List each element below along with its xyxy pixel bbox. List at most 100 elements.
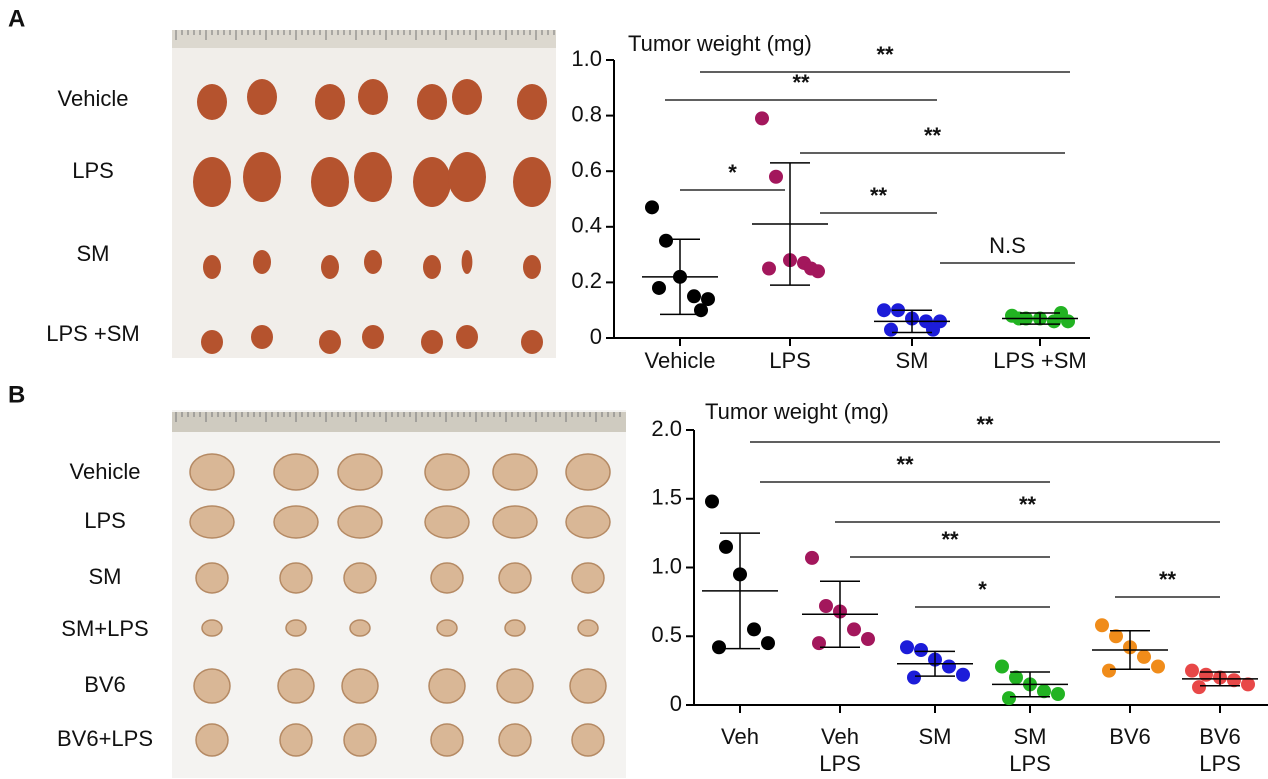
dot bbox=[1241, 677, 1255, 692]
chart-title: Tumor weight (mg) bbox=[705, 399, 889, 424]
dot bbox=[995, 659, 1009, 674]
dot bbox=[719, 539, 733, 554]
row-label: LPS +SM bbox=[46, 321, 140, 346]
tumor bbox=[354, 152, 392, 202]
x-tick-label: BV6 bbox=[1109, 724, 1151, 749]
tumor bbox=[571, 723, 605, 757]
tumor bbox=[565, 453, 611, 491]
tumor bbox=[203, 255, 221, 279]
y-tick-label: 0.6 bbox=[571, 157, 602, 182]
tumor bbox=[337, 505, 383, 539]
tumor bbox=[195, 723, 229, 757]
dot bbox=[1185, 663, 1199, 678]
tumor bbox=[492, 453, 538, 491]
y-tick-label: 0.5 bbox=[651, 622, 682, 647]
tumor bbox=[273, 453, 319, 491]
x-tick-label: Vehicle bbox=[645, 348, 716, 373]
significance-label: * bbox=[728, 160, 737, 185]
dot bbox=[755, 111, 769, 126]
tumor bbox=[424, 453, 470, 491]
row-label: BV6 bbox=[84, 672, 126, 697]
x-tick-label: LPS bbox=[769, 348, 811, 373]
x-tick-label: SM bbox=[919, 724, 952, 749]
dot bbox=[1102, 663, 1116, 678]
dot bbox=[907, 670, 921, 685]
tumor bbox=[189, 453, 235, 491]
dot bbox=[884, 322, 898, 337]
tumor bbox=[197, 84, 227, 120]
significance-label: ** bbox=[870, 183, 888, 208]
tumor bbox=[569, 668, 607, 704]
tumor bbox=[364, 250, 382, 274]
x-tick-label: BV6 bbox=[1199, 724, 1241, 749]
dot bbox=[659, 233, 673, 248]
tumor bbox=[189, 505, 235, 539]
x-tick-label: Veh bbox=[821, 724, 859, 749]
tumor bbox=[247, 79, 277, 115]
tumor bbox=[201, 619, 223, 637]
dot bbox=[712, 640, 726, 655]
y-tick-label: 0.8 bbox=[571, 101, 602, 126]
dot bbox=[705, 494, 719, 509]
y-tick-label: 1.0 bbox=[571, 46, 602, 71]
tumor bbox=[421, 330, 443, 354]
tumor bbox=[193, 157, 231, 207]
x-tick-label: SM bbox=[1014, 724, 1047, 749]
x-tick-label: Veh bbox=[721, 724, 759, 749]
dot bbox=[645, 200, 659, 215]
y-tick-label: 0.4 bbox=[571, 213, 602, 238]
tumor bbox=[193, 668, 231, 704]
tumor bbox=[343, 562, 377, 594]
y-tick-label: 0 bbox=[670, 691, 682, 716]
row-label: SM+LPS bbox=[61, 616, 148, 641]
tumor bbox=[430, 723, 464, 757]
dot bbox=[762, 261, 776, 276]
tumor bbox=[448, 152, 486, 202]
tumor bbox=[321, 255, 339, 279]
tumor bbox=[452, 79, 482, 115]
dot bbox=[652, 280, 666, 295]
tumor bbox=[279, 723, 313, 757]
tumor bbox=[341, 668, 379, 704]
significance-label: ** bbox=[924, 123, 942, 148]
tumor bbox=[496, 668, 534, 704]
tumor bbox=[349, 619, 371, 637]
significance-label: ** bbox=[1019, 492, 1037, 517]
tumor bbox=[315, 84, 345, 120]
significance-label: ** bbox=[876, 42, 894, 67]
row-label: BV6+LPS bbox=[57, 726, 153, 751]
tumor bbox=[358, 79, 388, 115]
tumor bbox=[492, 505, 538, 539]
tumor bbox=[423, 255, 441, 279]
tumor bbox=[253, 250, 271, 274]
tumor bbox=[513, 157, 551, 207]
dot bbox=[761, 636, 775, 651]
dot bbox=[914, 643, 928, 657]
dot bbox=[1054, 305, 1068, 320]
dot bbox=[1002, 691, 1016, 706]
significance-label: * bbox=[978, 577, 987, 602]
row-label: SM bbox=[89, 564, 122, 589]
dot bbox=[687, 289, 701, 304]
dot bbox=[804, 261, 818, 276]
dot bbox=[747, 622, 761, 637]
dot bbox=[1137, 649, 1151, 664]
y-tick-label: 1.0 bbox=[651, 553, 682, 578]
tumor bbox=[430, 562, 464, 594]
x-tick-label: LPS +SM bbox=[993, 348, 1087, 373]
panel-label: A bbox=[8, 5, 25, 32]
row-label: Vehicle bbox=[58, 86, 129, 111]
dot bbox=[1095, 618, 1109, 633]
dot bbox=[1009, 670, 1023, 685]
tumor bbox=[311, 157, 349, 207]
dot bbox=[956, 667, 970, 682]
tumor bbox=[413, 157, 451, 207]
y-tick-label: 0 bbox=[590, 324, 602, 349]
tumor bbox=[285, 619, 307, 637]
dot bbox=[812, 636, 826, 651]
panel-label: B bbox=[8, 381, 25, 408]
tumor bbox=[498, 723, 532, 757]
dot bbox=[805, 550, 819, 565]
tumor bbox=[571, 562, 605, 594]
